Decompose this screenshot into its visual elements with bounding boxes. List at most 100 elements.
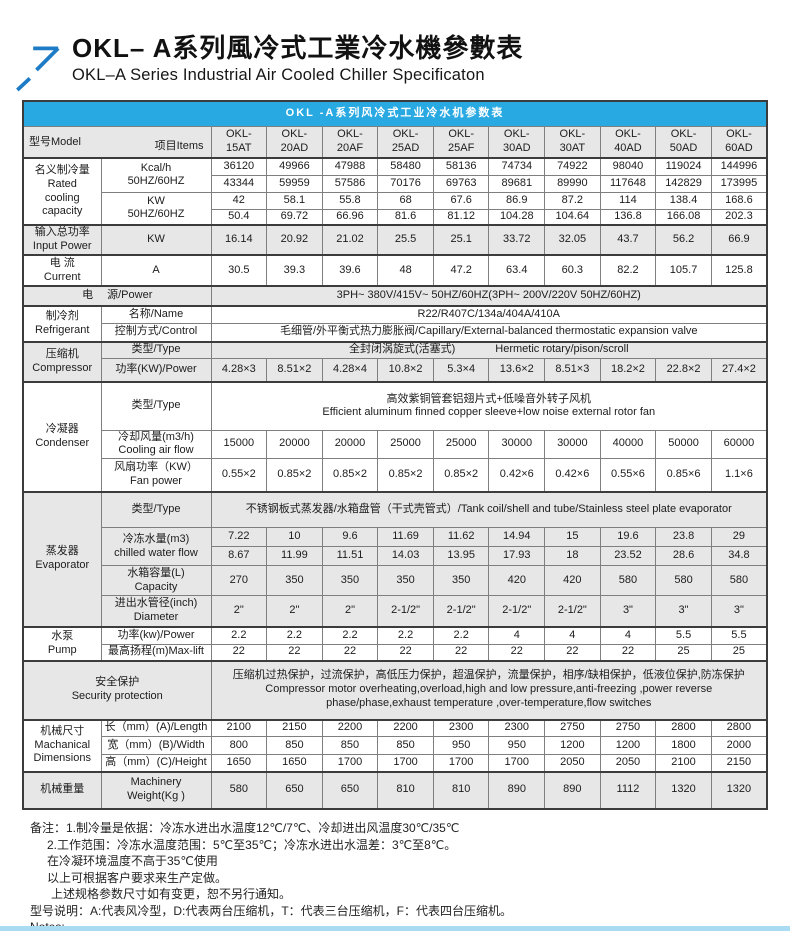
- value-cell: 25: [710, 644, 768, 661]
- item-kcal: Kcal/h 50HZ/60HZ: [100, 157, 212, 193]
- value-cell: 11.99: [266, 546, 323, 566]
- value-cell: 0.42×6: [488, 458, 546, 492]
- item-condenser-type: 类型/Type: [100, 381, 212, 431]
- row-pump-lift: 最高扬程(m)Max-lift 22 22 22 22 22 22 22 22 25 25: [23, 644, 768, 661]
- value-cell: 144996: [710, 157, 768, 176]
- value-cell: 117648: [599, 174, 657, 193]
- note-line: 2.工作范围：冷冻水温度范围：5℃至35℃；冷冻水进出水温差：3℃至8℃。: [47, 837, 457, 852]
- value-cell: 20000: [321, 429, 379, 459]
- row-compressor-type: 压缩机 Compressor 类型/Type 全封闭涡旋式(活塞式) Hermet…: [22, 341, 768, 383]
- value-cell: 1112: [599, 770, 657, 809]
- value-cell: 420: [544, 565, 601, 596]
- value-cell: 2750: [599, 718, 657, 737]
- value-cell: 0.85×2: [432, 458, 490, 492]
- model-cell: OKL- 20AF: [321, 125, 379, 159]
- value-cell: 580: [599, 565, 657, 596]
- value-cell: 3": [710, 595, 768, 627]
- note-line: 型号说明：A:代表风冷型，D:代表两台压缩机，T：代表三台压缩机，F：代表四台压…: [30, 903, 513, 918]
- value-cell: 59959: [266, 174, 323, 193]
- value-cell: 47988: [321, 157, 379, 176]
- value-cell: 1700: [488, 754, 546, 772]
- value-cell: 20000: [266, 429, 323, 459]
- item-evaporator-pipe: 进出水管径(inch) Diameter: [100, 595, 212, 627]
- model-cell: OKL- 60AD: [710, 125, 768, 159]
- row-security: 安全保护 Security protection 压缩机过热保护，过流保护，高低…: [22, 659, 768, 720]
- row-dim-height: 高（mm）(C)/Height 1650 1650 1700 1700 1700 1700…: [23, 754, 768, 772]
- value-cell: 18.2×2: [599, 357, 657, 383]
- row-compressor-power: 功率(KW)/Power 4.28×3 8.51×2 4.28×4 10.8×2 5.3…: [23, 357, 768, 383]
- value-cell: 20.92: [266, 224, 323, 256]
- value-cell: 2-1/2": [377, 595, 434, 627]
- value-cell: 2.2: [377, 625, 434, 645]
- row-kcal-60hz: 43344 59959 57586 70176 69763 89681 89990 11764…: [23, 174, 768, 193]
- value-cell: 27.4×2: [710, 357, 768, 383]
- value-cell: 10: [266, 527, 323, 547]
- table-caption-row: OKL -A系列风冷式工业冷水机参数表: [22, 100, 768, 127]
- value-cell: 850: [321, 736, 379, 755]
- value-cell: 168.6: [710, 191, 768, 210]
- note-line: 备注：1.制冷量是依据：冷冻水进出水温度12℃/7℃、冷却进出风温度30℃/35…: [30, 821, 460, 835]
- value-cell: 2050: [599, 754, 657, 772]
- value-cell: 2150: [266, 718, 323, 737]
- arrow-logo-icon: [16, 46, 60, 92]
- model-cell: OKL- 30AT: [544, 125, 601, 159]
- value-cell: 650: [266, 770, 323, 809]
- value-cell: 8.67: [210, 546, 268, 566]
- value-cell: 43.7: [599, 224, 657, 256]
- value-cell: 58480: [377, 157, 434, 176]
- compressor-type-value: 全封闭涡旋式(活塞式) Hermetic rotary/pison/scroll: [210, 341, 768, 359]
- power-source-label-rest: 源/Power: [107, 289, 153, 302]
- note-line: Notes:: [30, 919, 770, 931]
- value-cell: 36120: [210, 157, 268, 176]
- value-cell: 21.02: [321, 224, 379, 256]
- section-label-weight: 机械重量: [22, 770, 102, 809]
- value-cell: 66.9: [710, 224, 768, 256]
- value-cell: 22: [544, 644, 601, 661]
- row-refrigerant-control: 控制方式/Control 毛细管/外平衡式热力膨胀阀/Capillary/Ext…: [23, 322, 768, 343]
- item-pump-lift: 最高扬程(m)Max-lift: [100, 644, 212, 661]
- value-cell: 890: [544, 770, 601, 809]
- power-source-label-zh: 电: [82, 289, 94, 302]
- value-cell: 1700: [321, 754, 379, 772]
- value-cell: 173995: [710, 174, 768, 193]
- value-cell: 0.55×2: [210, 458, 268, 492]
- item-evaporator-type: 类型/Type: [100, 490, 212, 528]
- model-cell: OKL- 50AD: [655, 125, 712, 159]
- value-cell: 2800: [710, 718, 768, 737]
- value-cell: 22: [432, 644, 490, 661]
- row-evaporator-water-50hz: 冷冻水量(m3) chilled water flow 7.22 10 9.6 11.…: [23, 527, 768, 566]
- value-cell: 0.85×2: [377, 458, 434, 492]
- corner-items-label: 项目Items: [154, 139, 204, 152]
- value-cell: 19.6: [599, 527, 657, 547]
- row-condenser-airflow: 冷却风量(m3/h) Cooling air flow 15000 20000 20…: [23, 429, 768, 459]
- value-cell: 30000: [488, 429, 546, 459]
- item-refrigerant-name: 名称/Name: [100, 305, 212, 324]
- value-cell: 34.8: [710, 546, 768, 566]
- value-cell: 13.6×2: [488, 357, 546, 383]
- value-cell: 50000: [655, 429, 712, 459]
- value-cell: 48: [377, 254, 434, 287]
- value-cell: 2100: [655, 754, 712, 772]
- value-cell: 39.6: [321, 254, 379, 287]
- item-evaporator-water: 冷冻水量(m3) chilled water flow: [100, 527, 212, 566]
- value-cell: 810: [432, 770, 490, 809]
- row-power-source: 电源/Power 3PH~ 380V/415V~ 50HZ/60HZ(3PH~ …: [22, 285, 768, 307]
- value-cell: 0.42×6: [544, 458, 601, 492]
- value-cell: 23.8: [655, 527, 712, 547]
- value-cell: 142829: [655, 174, 712, 193]
- value-cell: 850: [266, 736, 323, 755]
- item-evaporator-tank: 水箱容量(L) Capacity: [100, 565, 212, 596]
- compressor-type-zh: 全封闭涡旋式(活塞式): [348, 343, 456, 356]
- value-cell: 14.94: [488, 527, 546, 547]
- value-cell: 15: [544, 527, 601, 547]
- value-cell: 1.1×6: [710, 458, 768, 492]
- model-cell: OKL- 20AD: [266, 125, 323, 159]
- value-cell: 2-1/2": [488, 595, 546, 627]
- value-cell: 11.51: [321, 546, 379, 566]
- section-label-refrigerant: 制冷剂 Refrigerant: [22, 305, 102, 343]
- spec-table: OKL -A系列风冷式工业冷水机参数表 型号Model 项目Items OKL-…: [22, 100, 768, 810]
- value-cell: 11.62: [432, 527, 490, 547]
- value-cell: 850: [377, 736, 434, 755]
- value-cell: 55.8: [321, 191, 379, 210]
